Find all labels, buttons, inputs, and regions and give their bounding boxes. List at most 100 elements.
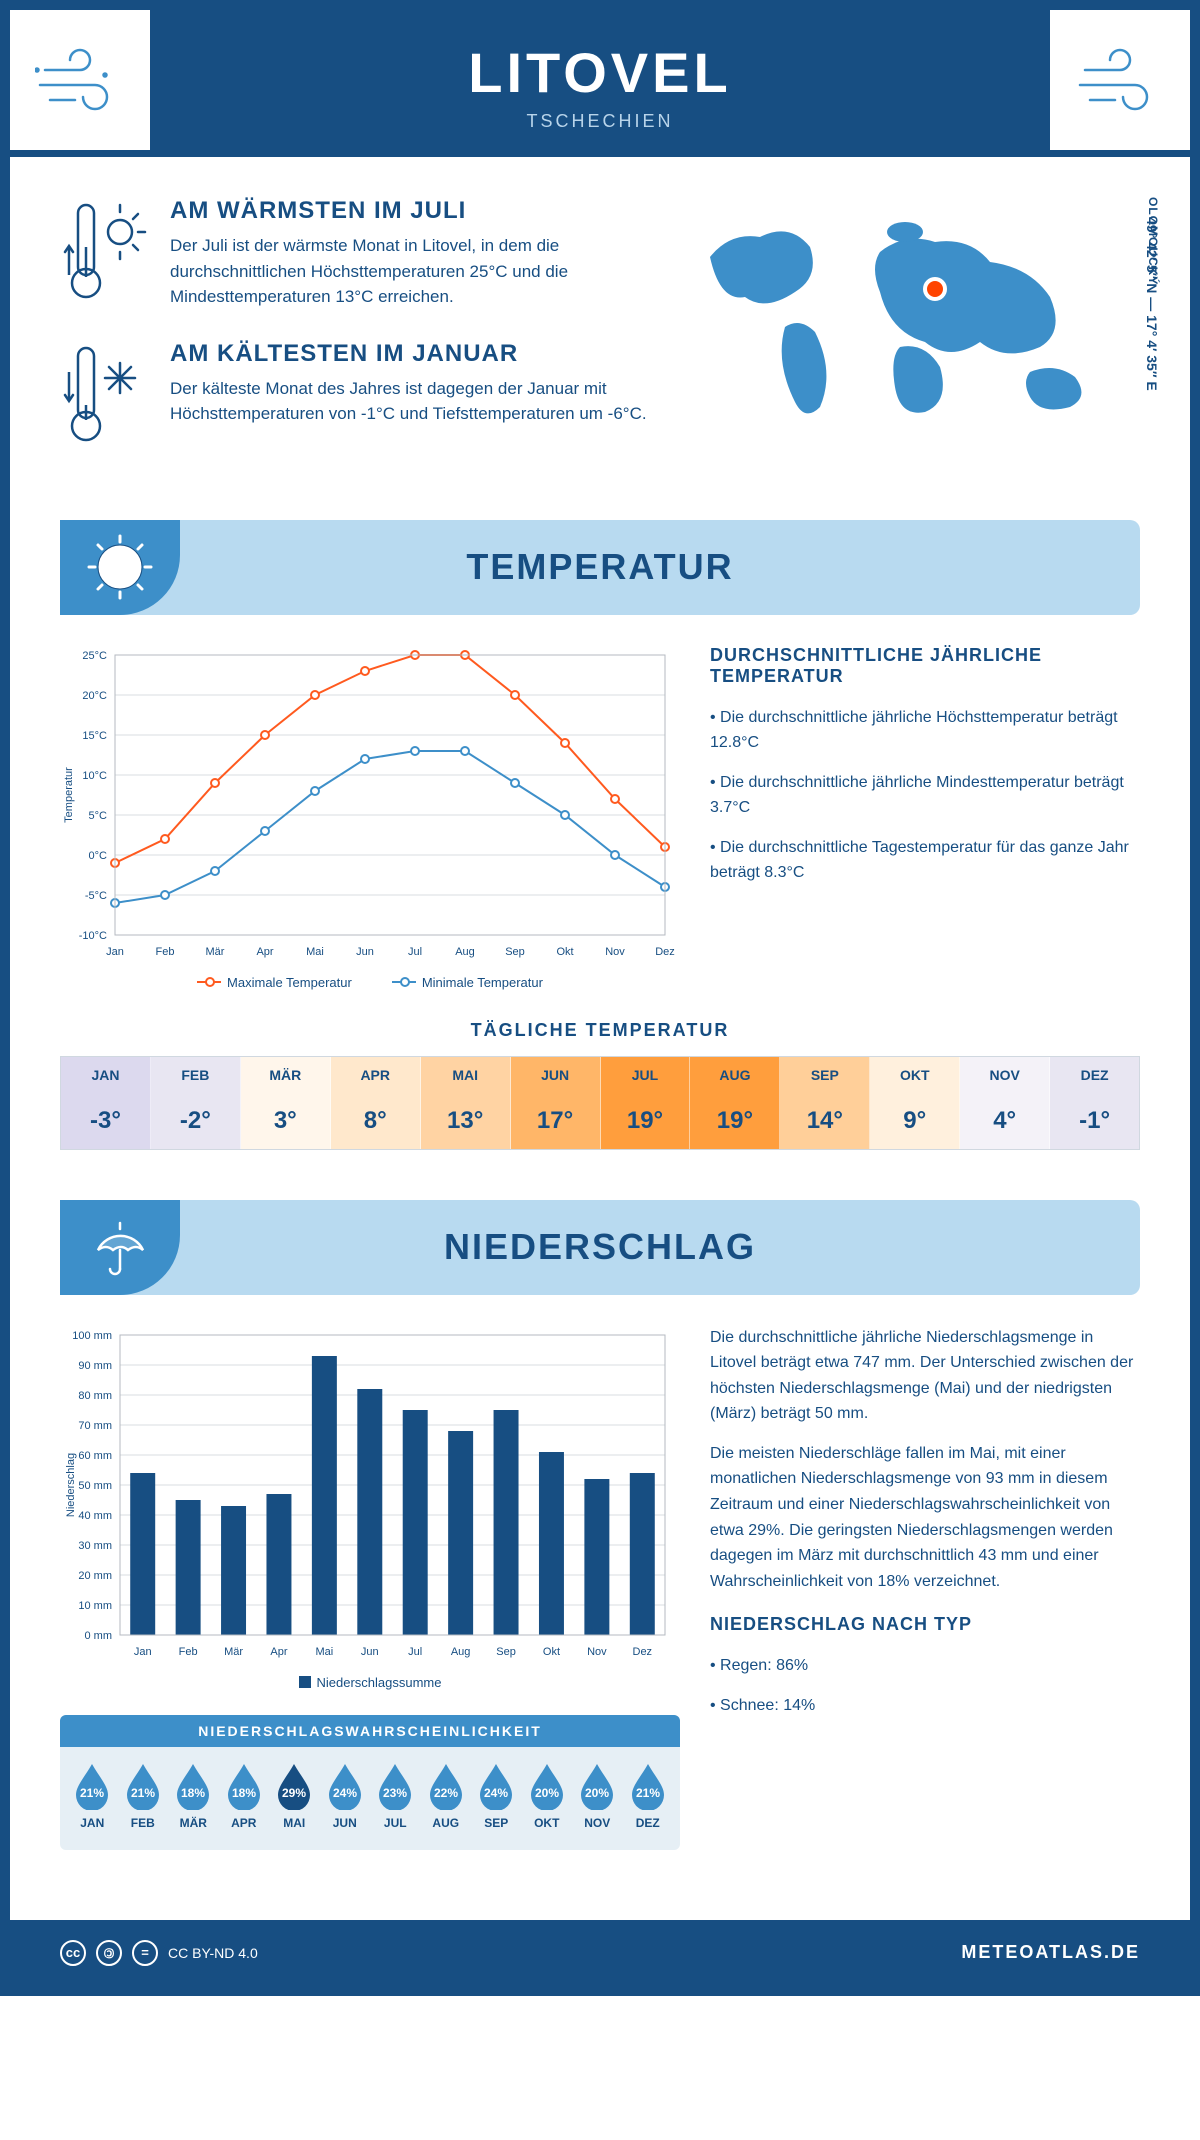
svg-text:Mai: Mai — [306, 946, 324, 958]
svg-text:0°C: 0°C — [89, 850, 108, 862]
umbrella-icon — [60, 1200, 180, 1295]
drop-icon: 20% — [577, 1762, 617, 1810]
svg-text:Aug: Aug — [451, 1646, 471, 1658]
wind-icon — [10, 10, 150, 150]
fact-warmest-text: Der Juli ist der wärmste Monat in Litove… — [170, 233, 650, 310]
svg-text:70 mm: 70 mm — [78, 1420, 112, 1432]
drop-icon: 21% — [628, 1762, 668, 1810]
precip-probability-box: NIEDERSCHLAGSWAHRSCHEINLICHKEIT 21%JAN21… — [60, 1715, 680, 1850]
drop-icon: 24% — [476, 1762, 516, 1810]
fact-coldest-title: AM KÄLTESTEN IM JANUAR — [170, 340, 650, 368]
coordinates: 49° 42′ 5″ N — 17° 4′ 35″ E — [1144, 217, 1160, 391]
prob-cell: 20%OKT — [523, 1762, 572, 1830]
wind-icon — [1050, 10, 1190, 150]
svg-text:50 mm: 50 mm — [78, 1480, 112, 1492]
prob-cell: 18%MÄR — [169, 1762, 218, 1830]
svg-text:Apr: Apr — [256, 946, 273, 958]
drop-icon: 22% — [426, 1762, 466, 1810]
country-name: TSCHECHIEN — [30, 111, 1170, 132]
site-name: METEOATLAS.DE — [961, 1942, 1140, 1963]
svg-text:-5°C: -5°C — [85, 890, 107, 902]
license: cc 🄯 = CC BY-ND 4.0 — [60, 1940, 258, 1966]
temperature-description: DURCHSCHNITTLICHE JÄHRLICHE TEMPERATUR •… — [710, 645, 1140, 990]
section-precipitation: NIEDERSCHLAG — [60, 1200, 1140, 1295]
drop-icon: 21% — [72, 1762, 112, 1810]
precipitation-description: Die durchschnittliche jährliche Niedersc… — [710, 1325, 1140, 1850]
section-title: NIEDERSCHLAG — [444, 1226, 756, 1268]
svg-text:24%: 24% — [484, 1786, 508, 1800]
svg-text:30 mm: 30 mm — [78, 1540, 112, 1552]
svg-text:24%: 24% — [333, 1786, 357, 1800]
svg-text:60 mm: 60 mm — [78, 1450, 112, 1462]
svg-text:15°C: 15°C — [82, 730, 107, 742]
prob-cell: 21%FEB — [119, 1762, 168, 1830]
prob-cell: 20%NOV — [573, 1762, 622, 1830]
svg-text:18%: 18% — [181, 1786, 205, 1800]
section-title: TEMPERATUR — [466, 546, 733, 588]
temp-cell: MÄR3° — [241, 1057, 331, 1149]
svg-text:Feb: Feb — [156, 946, 175, 958]
daily-temp-table: JAN-3°FEB-2°MÄR3°APR8°MAI13°JUN17°JUL19°… — [60, 1056, 1140, 1150]
svg-text:20 mm: 20 mm — [78, 1570, 112, 1582]
svg-text:10 mm: 10 mm — [78, 1600, 112, 1612]
svg-text:22%: 22% — [434, 1786, 458, 1800]
by-icon: 🄯 — [96, 1940, 122, 1966]
temp-chart-legend: Maximale Temperatur Minimale Temperatur — [60, 975, 680, 990]
svg-text:10°C: 10°C — [82, 770, 107, 782]
drop-icon: 18% — [173, 1762, 213, 1810]
svg-text:5°C: 5°C — [89, 810, 108, 822]
svg-text:23%: 23% — [383, 1786, 407, 1800]
svg-text:Niederschlag: Niederschlag — [65, 1452, 77, 1516]
svg-text:Okt: Okt — [556, 946, 573, 958]
prob-cell: 21%DEZ — [624, 1762, 673, 1830]
svg-text:Feb: Feb — [179, 1646, 198, 1658]
svg-text:Sep: Sep — [505, 946, 525, 958]
map-marker-icon — [925, 279, 945, 299]
svg-text:21%: 21% — [80, 1786, 104, 1800]
svg-text:Okt: Okt — [543, 1646, 560, 1658]
fact-coldest-text: Der kälteste Monat des Jahres ist dagege… — [170, 376, 650, 427]
temp-cell: JUN17° — [511, 1057, 601, 1149]
svg-text:Jul: Jul — [408, 1646, 422, 1658]
svg-text:20%: 20% — [535, 1786, 559, 1800]
temp-cell: AUG19° — [690, 1057, 780, 1149]
prob-cell: 22%AUG — [422, 1762, 471, 1830]
svg-text:Jun: Jun — [361, 1646, 379, 1658]
svg-text:Jul: Jul — [408, 946, 422, 958]
drop-icon: 18% — [224, 1762, 264, 1810]
nd-icon: = — [132, 1940, 158, 1966]
svg-text:-10°C: -10°C — [79, 930, 107, 942]
precip-chart-legend: Niederschlagssumme — [60, 1675, 680, 1690]
sun-icon — [60, 520, 180, 615]
footer: cc 🄯 = CC BY-ND 4.0 METEOATLAS.DE — [10, 1920, 1190, 1986]
temp-cell: APR8° — [331, 1057, 421, 1149]
svg-text:Mär: Mär — [206, 946, 225, 958]
svg-text:Sep: Sep — [496, 1646, 516, 1658]
prob-cell: 29%MAI — [270, 1762, 319, 1830]
prob-cell: 18%APR — [220, 1762, 269, 1830]
drop-icon: 21% — [123, 1762, 163, 1810]
drop-icon: 20% — [527, 1762, 567, 1810]
fact-warmest: AM WÄRMSTEN IM JULI Der Juli ist der wär… — [60, 197, 650, 310]
temp-cell: JAN-3° — [61, 1057, 151, 1149]
svg-text:90 mm: 90 mm — [78, 1360, 112, 1372]
svg-text:Jun: Jun — [356, 946, 374, 958]
svg-text:Nov: Nov — [605, 946, 625, 958]
svg-text:40 mm: 40 mm — [78, 1510, 112, 1522]
temperature-line-chart: -10°C-5°C0°C5°C10°C15°C20°C25°CJanFebMär… — [60, 645, 680, 965]
temp-cell: DEZ-1° — [1050, 1057, 1139, 1149]
svg-text:Mai: Mai — [316, 1646, 334, 1658]
prob-cell: 23%JUL — [371, 1762, 420, 1830]
svg-text:Dez: Dez — [655, 946, 675, 958]
precipitation-bar-chart: 0 mm10 mm20 mm30 mm40 mm50 mm60 mm70 mm8… — [60, 1325, 680, 1665]
svg-text:Nov: Nov — [587, 1646, 607, 1658]
svg-text:20%: 20% — [585, 1786, 609, 1800]
svg-text:Mär: Mär — [224, 1646, 243, 1658]
drop-icon: 23% — [375, 1762, 415, 1810]
svg-text:Jan: Jan — [106, 946, 124, 958]
svg-text:29%: 29% — [282, 1786, 306, 1800]
svg-text:Jan: Jan — [134, 1646, 152, 1658]
svg-text:100 mm: 100 mm — [72, 1330, 112, 1342]
temp-cell: MAI13° — [421, 1057, 511, 1149]
svg-text:21%: 21% — [636, 1786, 660, 1800]
